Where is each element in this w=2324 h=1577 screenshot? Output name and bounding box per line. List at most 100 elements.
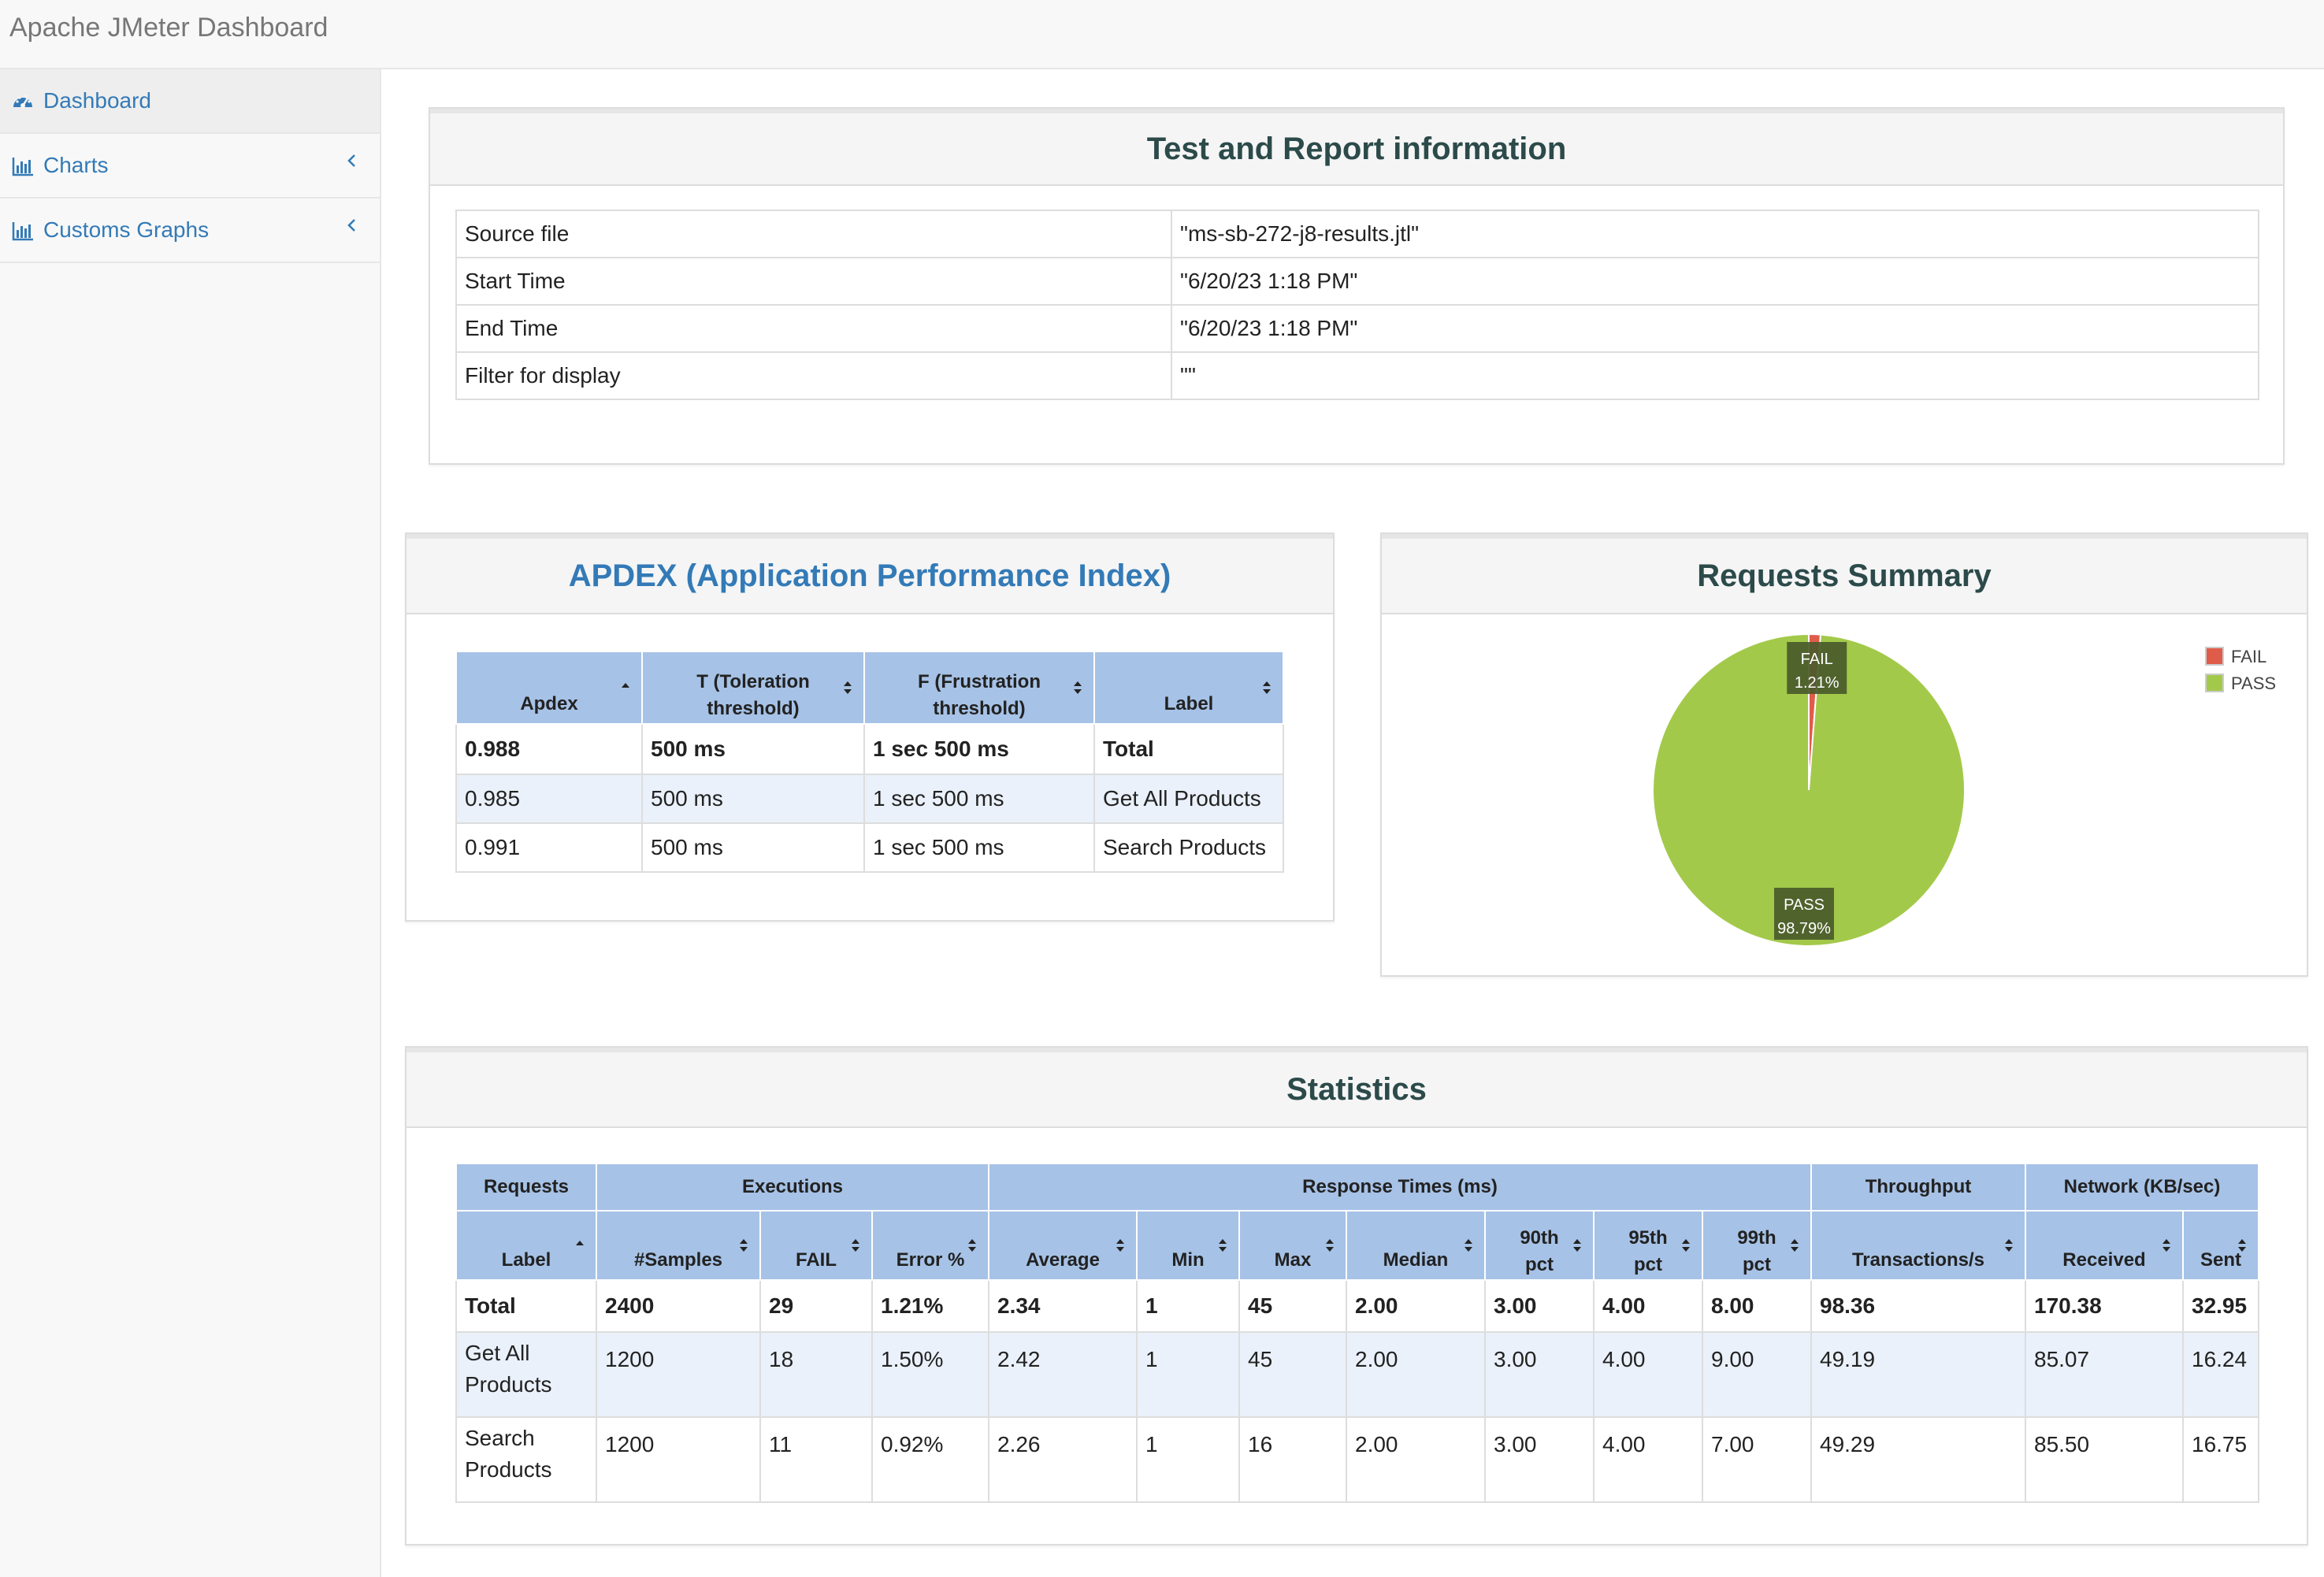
column-header-label: Median — [1383, 1249, 1449, 1271]
sidebar-item-charts[interactable]: Charts — [0, 134, 380, 199]
group-header-response-times: Response Times (ms) — [988, 1163, 1812, 1212]
pie-slice-pass[interactable] — [1652, 633, 1966, 947]
column-header[interactable]: 90th pct — [1484, 1210, 1595, 1281]
statistics-panel: Statistics Requests Executions Response … — [405, 1046, 2308, 1545]
legend-label: PASS — [2231, 673, 2276, 693]
column-header-label: T (Toleration — [696, 671, 810, 692]
legend-item-fail[interactable]: FAIL — [2205, 647, 2266, 666]
panel-title: Requests Summary — [1382, 534, 2307, 614]
sort-icon — [1791, 1239, 1799, 1252]
table-cell: 9.00 — [1702, 1331, 1812, 1418]
table-header-row: Label #Samples FAIL Error % Average Min Max Med… — [455, 1210, 2259, 1281]
table-cell: 0.991 — [455, 822, 643, 873]
info-key: Filter for display — [455, 351, 1172, 400]
sort-icon — [1219, 1239, 1227, 1252]
table-cell: 1 sec 500 ms — [863, 723, 1095, 775]
table-row: Start Time "6/20/23 1:18 PM" — [455, 257, 2259, 306]
apdex-panel: APDEX (Application Performance Index) Ap… — [405, 532, 1335, 922]
column-header-label: Label — [501, 1249, 551, 1271]
sidebar-item-label: Charts — [43, 153, 109, 177]
column-header-label: FAIL — [796, 1249, 837, 1271]
sort-icon — [2238, 1239, 2246, 1252]
table-row: Total 2400 29 1.21% 2.34 1 45 2.00 3.00 4.00 8.00 9… — [455, 1279, 2259, 1333]
sort-icon — [1074, 681, 1082, 694]
app-title[interactable]: Apache JMeter Dashboard — [9, 13, 329, 43]
column-header-apdex[interactable]: Apdex — [455, 651, 643, 725]
column-header[interactable]: Average — [988, 1210, 1138, 1281]
group-header-executions: Executions — [596, 1163, 989, 1212]
pie-data-label-name: PASS — [1784, 896, 1825, 914]
statistics-table: Requests Executions Response Times (ms) … — [455, 1163, 2259, 1503]
table-cell: 0.988 — [455, 723, 643, 775]
table-cell: Get All Products — [1093, 774, 1284, 824]
column-header[interactable]: 95th pct — [1593, 1210, 1703, 1281]
column-header[interactable]: FAIL — [759, 1210, 873, 1281]
table-cell: 1 sec 500 ms — [863, 774, 1095, 824]
table-cell: 1.21% — [871, 1279, 989, 1333]
column-header-label: Min — [1171, 1249, 1205, 1271]
sort-asc-icon — [622, 683, 629, 688]
table-cell: 32.95 — [2182, 1279, 2259, 1333]
column-header[interactable]: Label — [455, 1210, 597, 1281]
info-key: End Time — [455, 304, 1172, 353]
table-cell: 29 — [759, 1279, 873, 1333]
column-header-label: pct — [1525, 1254, 1554, 1275]
table-cell: 2.00 — [1346, 1279, 1486, 1333]
column-header[interactable]: Error % — [871, 1210, 989, 1281]
row-label-line: Search — [465, 1426, 535, 1450]
panel-title: Test and Report information — [430, 109, 2283, 186]
table-cell: 4.00 — [1593, 1331, 1703, 1418]
column-header-label-col[interactable]: Label — [1093, 651, 1284, 725]
group-header-requests: Requests — [455, 1163, 597, 1212]
legend-swatch — [2205, 647, 2224, 666]
table-cell: Get All Products — [455, 1331, 597, 1418]
sort-icon — [740, 1239, 748, 1252]
column-header[interactable]: Sent — [2182, 1210, 2259, 1281]
table-cell: 4.00 — [1593, 1279, 1703, 1333]
table-cell: 16.24 — [2182, 1331, 2259, 1418]
requests-summary-chart: FAIL 1.21% PASS 98.79% FAIL PASS — [1652, 633, 2276, 947]
column-header[interactable]: Transactions/s — [1810, 1210, 2026, 1281]
column-header-frustration[interactable]: F (Frustration threshold) — [863, 651, 1095, 725]
group-header-network: Network (KB/sec) — [2025, 1163, 2259, 1212]
sidebar-item-label: Customs Graphs — [43, 217, 210, 242]
column-header[interactable]: Received — [2025, 1210, 2184, 1281]
table-cell: 1 — [1136, 1416, 1240, 1503]
sidebar-item-customs-graphs[interactable]: Customs Graphs — [0, 199, 380, 263]
chevron-left-icon[interactable] — [344, 216, 360, 235]
table-cell: 0.92% — [871, 1416, 989, 1503]
column-header[interactable]: Max — [1238, 1210, 1347, 1281]
bar-chart-icon — [12, 222, 33, 241]
table-cell: 500 ms — [641, 822, 865, 873]
sort-icon — [1573, 1239, 1581, 1252]
column-header[interactable]: #Samples — [596, 1210, 761, 1281]
column-header[interactable]: Median — [1346, 1210, 1486, 1281]
sort-icon — [2163, 1239, 2170, 1252]
table-cell: 8.00 — [1702, 1279, 1812, 1333]
sort-icon — [968, 1239, 976, 1252]
legend-item-pass[interactable]: PASS — [2205, 673, 2276, 693]
table-cell: 85.07 — [2025, 1331, 2184, 1418]
pie-data-label-name: FAIL — [1801, 651, 1833, 668]
column-header-label: Average — [1026, 1249, 1100, 1271]
table-cell: 1 — [1136, 1331, 1240, 1418]
sort-icon — [2005, 1239, 2013, 1252]
sidebar-item-dashboard[interactable]: Dashboard — [0, 69, 380, 134]
table-cell: 2.42 — [988, 1331, 1138, 1418]
chevron-left-icon[interactable] — [344, 151, 360, 170]
bar-chart-icon — [12, 158, 33, 176]
column-header[interactable]: 99th pct — [1702, 1210, 1812, 1281]
table-cell: 2.00 — [1346, 1416, 1486, 1503]
table-cell: 85.50 — [2025, 1416, 2184, 1503]
table-cell: 45 — [1238, 1279, 1347, 1333]
test-report-info-panel: Test and Report information Source file … — [429, 107, 2285, 465]
column-header-toleration[interactable]: T (Toleration threshold) — [641, 651, 865, 725]
table-cell: 170.38 — [2025, 1279, 2184, 1333]
sort-icon — [1116, 1239, 1124, 1252]
column-header-label: pct — [1743, 1254, 1771, 1275]
column-header[interactable]: Min — [1136, 1210, 1240, 1281]
sort-icon — [1682, 1239, 1690, 1252]
table-cell: 16 — [1238, 1416, 1347, 1503]
sort-asc-icon — [576, 1241, 584, 1245]
info-key: Start Time — [455, 257, 1172, 306]
